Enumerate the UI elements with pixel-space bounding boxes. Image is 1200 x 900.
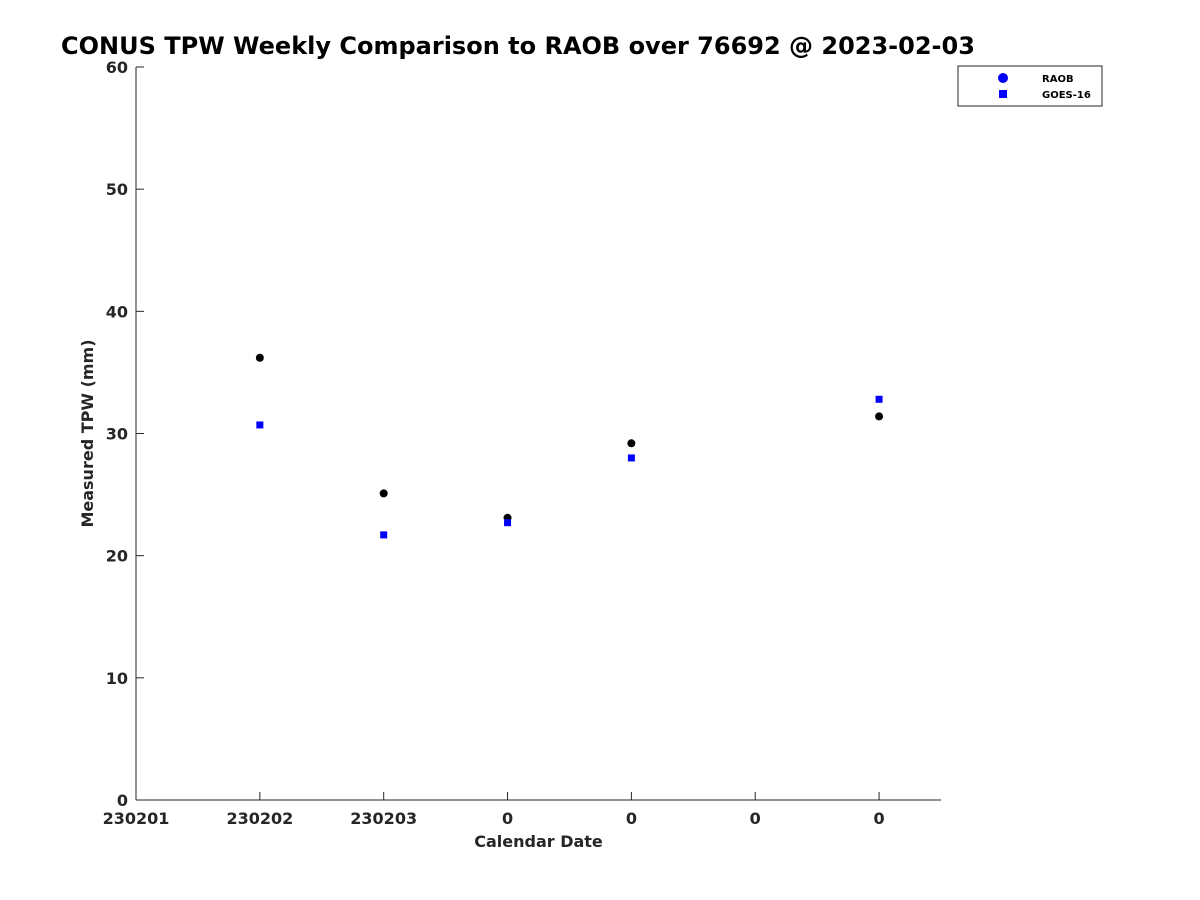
y-tick-label: 30 (106, 425, 128, 444)
x-tick-label: 0 (750, 809, 761, 828)
x-tick-label: 230203 (350, 809, 417, 828)
data-point-raob (627, 439, 636, 448)
legend-marker-goes16 (999, 90, 1007, 98)
x-tick-label: 230201 (103, 809, 170, 828)
x-tick-label: 0 (626, 809, 637, 828)
data-point-raob (875, 412, 884, 421)
chart-title: CONUS TPW Weekly Comparison to RAOB over… (61, 32, 975, 60)
data-point-raob (379, 489, 388, 498)
x-axis-label: Calendar Date (474, 832, 603, 851)
data-point-goes16 (256, 421, 264, 429)
plot-area: 0 10 20 30 40 50 60 230201 230202 230203 0 0 0 0 Calen… (78, 58, 941, 851)
x-tick-label: 0 (874, 809, 885, 828)
x-tick-label: 230202 (226, 809, 293, 828)
x-tick-label: 0 (502, 809, 513, 828)
data-point-goes16 (875, 395, 883, 403)
legend-box (957, 65, 1103, 107)
y-axis-label: Measured TPW (mm) (78, 339, 97, 527)
y-tick-label: 0 (117, 791, 128, 810)
legend-entry-label: GOES-16 (1042, 90, 1091, 101)
legend-entry-label: RAOB (1042, 74, 1074, 85)
legend: RAOB GOES-16 (957, 65, 1103, 107)
y-tick-label: 20 (106, 547, 128, 566)
data-point-goes16 (504, 519, 512, 527)
legend-marker-raob (998, 73, 1008, 83)
data-point-goes16 (627, 454, 635, 462)
y-tick-label: 40 (106, 302, 128, 321)
y-tick-label: 10 (106, 669, 128, 688)
data-point-raob (255, 353, 264, 362)
y-tick-label: 60 (106, 58, 128, 77)
data-point-goes16 (380, 531, 388, 539)
y-tick-label: 50 (106, 180, 128, 199)
